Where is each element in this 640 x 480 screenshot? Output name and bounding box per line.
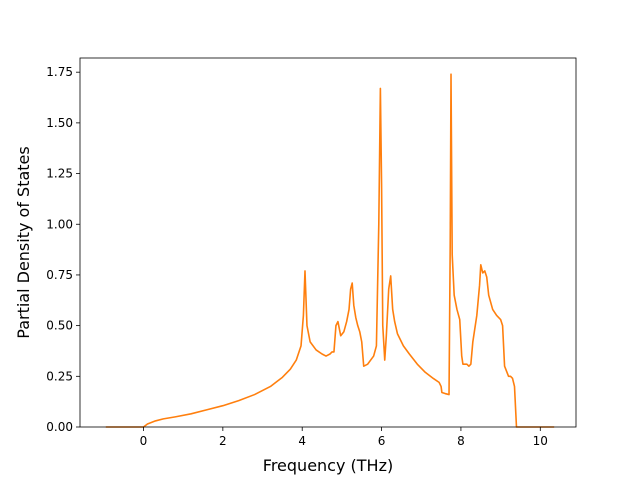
y-tick-label: 0.50 bbox=[46, 319, 73, 333]
x-axis-ticks: 0 2 4 6 8 10 bbox=[140, 427, 548, 448]
y-tick-label: 0.75 bbox=[46, 268, 73, 282]
y-axis-ticks: 0.00 0.25 0.50 0.75 1.00 1.25 1.50 1.75 bbox=[46, 65, 80, 434]
y-tick-label: 1.00 bbox=[46, 217, 73, 231]
y-axis-label: Partial Density of States bbox=[14, 146, 33, 338]
x-axis-label: Frequency (THz) bbox=[263, 456, 393, 475]
x-tick-label: 10 bbox=[533, 434, 548, 448]
x-tick-label: 2 bbox=[219, 434, 227, 448]
x-tick-label: 8 bbox=[457, 434, 465, 448]
y-tick-label: 0.00 bbox=[46, 420, 73, 434]
y-tick-label: 0.25 bbox=[46, 369, 73, 383]
axes-frame bbox=[79, 57, 577, 428]
y-tick-label: 1.50 bbox=[46, 116, 73, 130]
pdos-series-line bbox=[105, 73, 555, 428]
y-tick-label: 1.25 bbox=[46, 167, 73, 181]
plot-area bbox=[105, 73, 555, 428]
x-tick-label: 4 bbox=[298, 434, 306, 448]
x-tick-label: 0 bbox=[140, 434, 148, 448]
x-tick-label: 6 bbox=[378, 434, 386, 448]
y-tick-label: 1.75 bbox=[46, 65, 73, 79]
